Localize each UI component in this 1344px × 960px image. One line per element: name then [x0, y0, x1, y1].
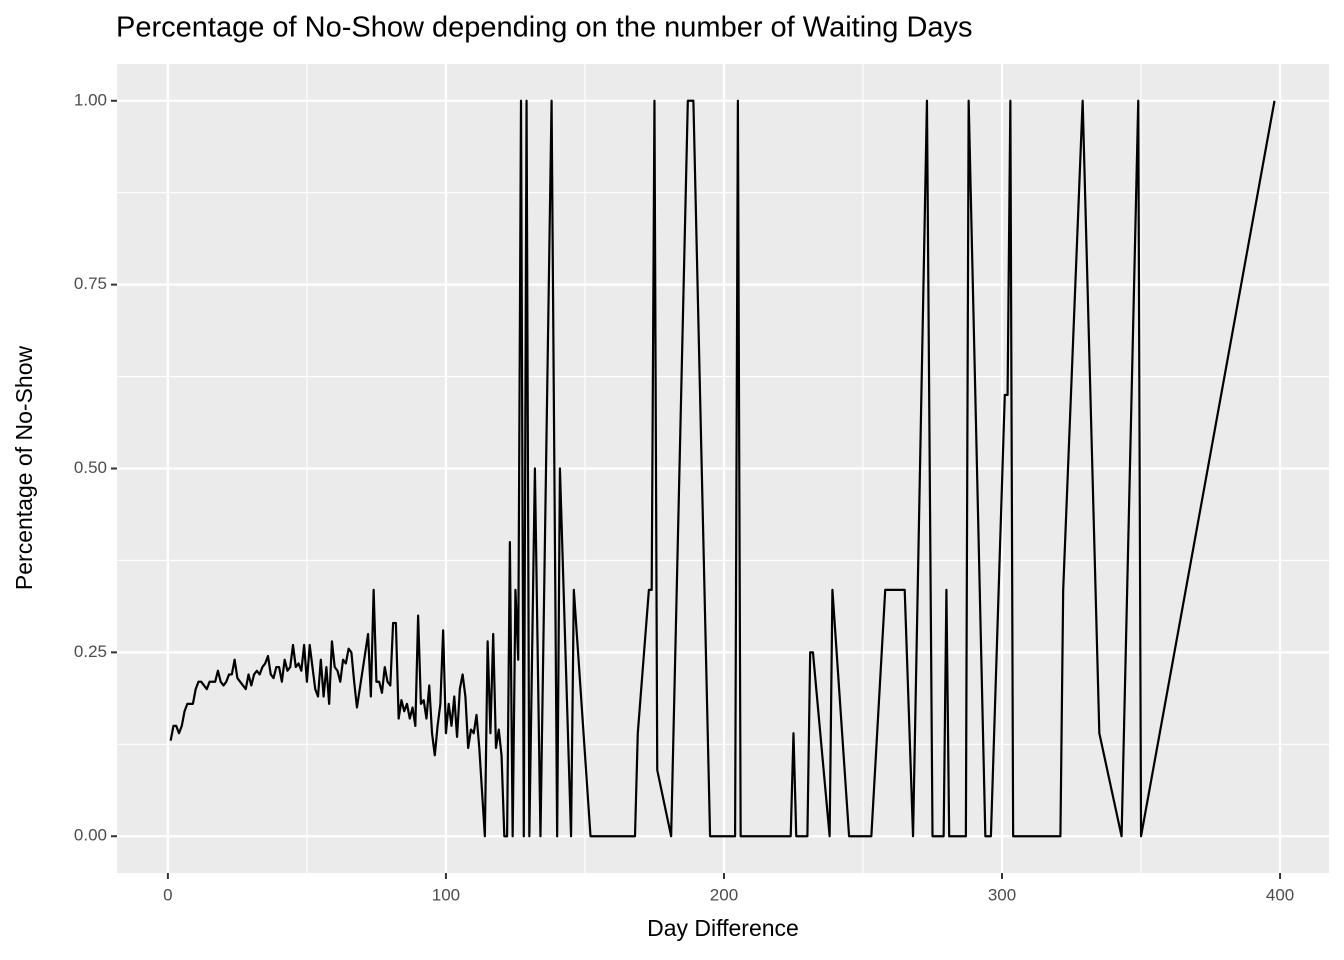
y-axis-title: Percentage of No-Show	[11, 346, 37, 591]
chart-title: Percentage of No-Show depending on the n…	[116, 12, 973, 44]
data-line	[169, 99, 1276, 838]
x-tick-label: 400	[1266, 885, 1294, 904]
x-tick-label: 300	[988, 885, 1016, 904]
y-tick-label: 0.75	[74, 274, 107, 293]
y-tick-label: 0.00	[74, 826, 107, 845]
x-axis-title: Day Difference	[647, 915, 799, 941]
x-tick-label: 200	[710, 885, 738, 904]
x-tick-label: 0	[163, 885, 172, 904]
y-tick-label: 0.50	[74, 458, 107, 477]
y-tick-label: 1.00	[74, 90, 107, 109]
x-tick-label: 100	[432, 885, 460, 904]
y-tick-label: 0.25	[74, 642, 107, 661]
